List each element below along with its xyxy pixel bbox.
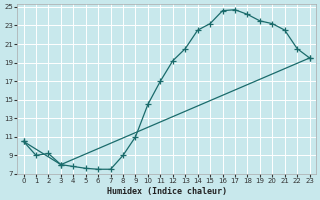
X-axis label: Humidex (Indice chaleur): Humidex (Indice chaleur) [107, 187, 227, 196]
